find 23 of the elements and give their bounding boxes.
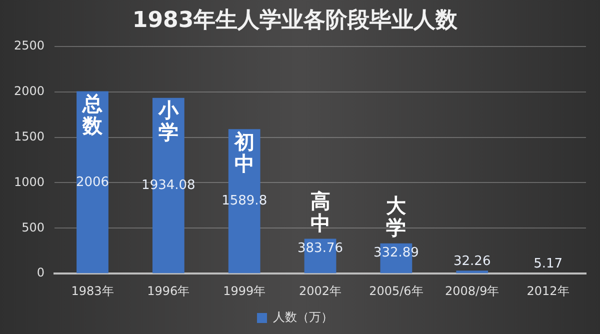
chart-title: 1983年生人学业各阶段毕业人数 xyxy=(132,8,459,33)
legend-label: 人数（万） xyxy=(273,310,333,324)
annotation: 初中 xyxy=(233,129,254,176)
data-label: 2006 xyxy=(76,174,110,190)
y-tick-label: 500 xyxy=(22,220,45,234)
annotation: 小学 xyxy=(157,98,180,144)
x-tick-label: 1996年 xyxy=(147,284,190,298)
x-tick-label: 2005/6年 xyxy=(369,284,424,298)
annotation: 大学 xyxy=(386,194,408,240)
y-tick-label: 2500 xyxy=(14,38,45,53)
data-label: 5.17 xyxy=(534,256,563,272)
y-tick-label: 2000 xyxy=(14,84,45,98)
x-tick-label: 1983年 xyxy=(71,284,114,298)
y-tick-label: 0 xyxy=(36,266,45,280)
annotation: 总数 xyxy=(82,92,104,138)
x-tick-label: 1999年 xyxy=(223,284,266,298)
y-tick-label: 1000 xyxy=(14,174,45,189)
annotation: 高中 xyxy=(310,188,330,235)
x-tick-label: 2012年 xyxy=(526,284,570,298)
x-tick-label: 2002年 xyxy=(298,284,342,298)
y-tick-label: 1500 xyxy=(14,129,45,144)
x-tick-label: 2008/9年 xyxy=(445,284,500,298)
data-label: 32.26 xyxy=(454,254,491,270)
